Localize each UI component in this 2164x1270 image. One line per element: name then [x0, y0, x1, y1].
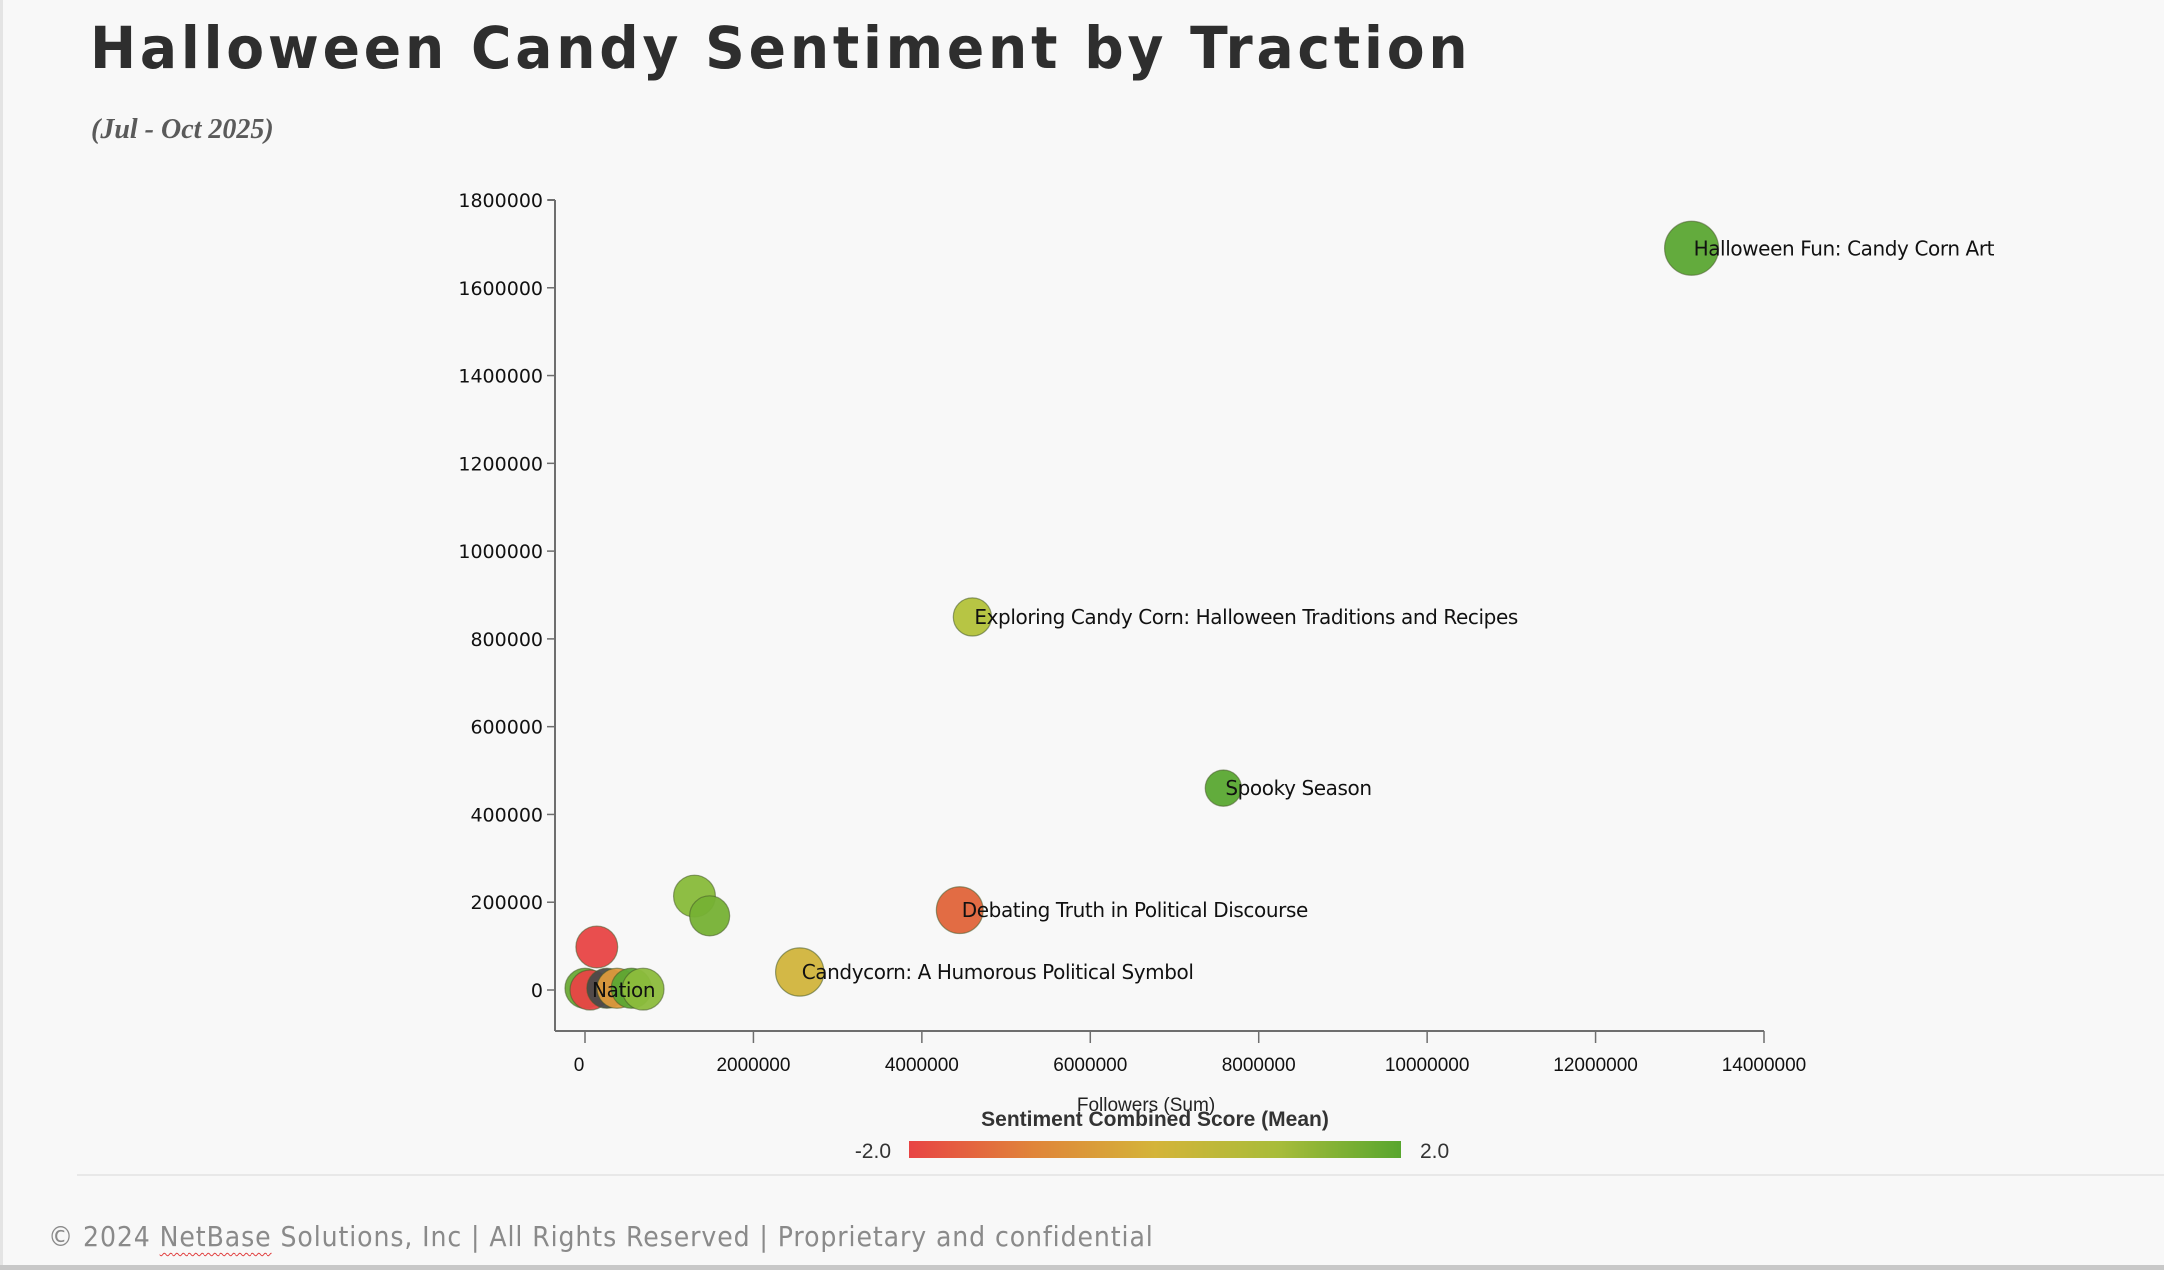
bubble-label: Nation [592, 978, 655, 1002]
color-legend: Sentiment Combined Score (Mean) -2.0 2.0 [855, 1108, 1449, 1163]
footer-prefix: © 2024 [48, 1220, 160, 1253]
bubble-label: Candycorn: A Humorous Political Symbol [802, 960, 1194, 984]
bubble-label: Halloween Fun: Candy Corn Art [1694, 236, 1995, 260]
bubbles [564, 220, 1720, 1011]
y-tick-label: 400000 [470, 804, 543, 826]
x-tick-label: 12000000 [1553, 1055, 1638, 1076]
bubble[interactable] [1204, 769, 1243, 807]
y-tick-label: 800000 [470, 629, 543, 651]
y-tick-label: 1200000 [458, 453, 543, 475]
legend-title: Sentiment Combined Score (Mean) [981, 1108, 1329, 1131]
x-tick-label: 0 [574, 1055, 585, 1076]
x-axis-label: Followers (Sum) [1077, 1095, 1215, 1116]
y-tick-label: 200000 [470, 892, 543, 914]
y-tick-label: 0 [531, 980, 543, 1002]
legend-gradient-bar [909, 1141, 1401, 1158]
x-axis: 0 2000000 4000000 6000000 8000000 10000000 120… [555, 1030, 1807, 1076]
footer-brand: NetBase [159, 1220, 272, 1253]
y-tick-label: 1400000 [458, 366, 543, 388]
bottom-edge [0, 1265, 2164, 1270]
bubble[interactable] [621, 967, 665, 1011]
bubble-labels: Halloween Fun: Candy Corn Art Exploring C… [592, 236, 1995, 1002]
x-tick-label: 4000000 [885, 1055, 959, 1076]
y-tick-label: 1800000 [458, 190, 543, 212]
legend-min-label: -2.0 [855, 1140, 891, 1163]
bubble[interactable] [689, 895, 731, 937]
x-tick-label: 8000000 [1222, 1055, 1296, 1076]
bubble[interactable] [1663, 220, 1720, 276]
bubble-label: Spooky Season [1225, 776, 1371, 800]
y-axis: 0 200000 400000 600000 800000 1000000 1200000 1… [458, 190, 556, 1031]
footer-copyright: © 2024 NetBase Solutions, Inc | All Righ… [48, 1220, 1154, 1253]
bubble[interactable] [575, 925, 619, 969]
bubble[interactable] [935, 886, 984, 935]
x-tick-label: 14000000 [1722, 1055, 1807, 1076]
left-edge [0, 0, 3, 1270]
x-tick-label: 10000000 [1385, 1055, 1470, 1076]
bubble-label: Debating Truth in Political Discourse [962, 898, 1308, 922]
legend-max-label: 2.0 [1420, 1140, 1449, 1163]
bubble[interactable] [952, 597, 993, 637]
chart-title: Halloween Candy Sentiment by Traction [90, 14, 1472, 82]
footer-suffix: Solutions, Inc | All Rights Reserved | P… [271, 1220, 1154, 1253]
footer-divider [77, 1174, 2164, 1176]
x-tick-label: 6000000 [1053, 1055, 1127, 1076]
y-tick-label: 1600000 [458, 278, 543, 300]
bubble[interactable] [774, 947, 825, 997]
y-tick-label: 600000 [470, 717, 543, 739]
x-tick-label: 2000000 [716, 1055, 790, 1076]
chart-subtitle: (Jul - Oct 2025) [91, 114, 274, 145]
bubble-label: Exploring Candy Corn: Halloween Traditio… [974, 605, 1518, 629]
y-tick-label: 1000000 [458, 541, 543, 563]
